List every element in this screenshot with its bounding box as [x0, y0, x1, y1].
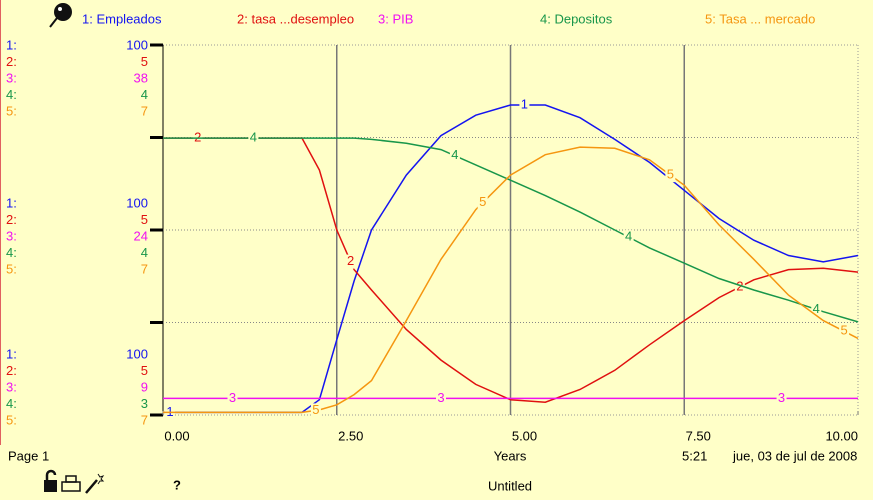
curve-label: 2: [347, 253, 354, 268]
scale-value: 100: [126, 195, 148, 210]
scale-value: 4: [141, 87, 148, 102]
x-tick-label: 10.00: [825, 428, 858, 443]
scale-key: 5:: [6, 261, 17, 276]
legend-entry: 1: Empleados: [82, 11, 162, 26]
x-axis-label: Years: [494, 448, 527, 463]
curve-label: 5: [312, 402, 319, 417]
scale-key: 5:: [6, 412, 17, 427]
legend-entry: 2: tasa ...desempleo: [237, 11, 354, 26]
x-tick-label: 0.00: [164, 428, 189, 443]
scale-value: 4: [141, 245, 148, 260]
curve-label-bg: [436, 391, 446, 406]
scale-key: 3:: [6, 70, 17, 85]
curve-label-bg: [345, 254, 356, 269]
legend-entry: 3: PIB: [378, 11, 413, 26]
scale-value: 7: [141, 261, 148, 276]
curve-label: 3: [778, 390, 785, 405]
scale-key: 2:: [6, 363, 17, 378]
scale-value: 5: [141, 212, 148, 227]
curve-label-bg: [227, 391, 238, 406]
curve-label-bg: [665, 168, 676, 183]
print-icon[interactable]: [61, 475, 81, 492]
time-label: 5:21: [682, 448, 707, 463]
curve-label-bg: [811, 302, 822, 317]
pin-icon[interactable]: [49, 3, 72, 28]
curve-label-bg: [477, 195, 488, 210]
curve-label: 3: [437, 390, 444, 405]
curve-label: 5: [479, 194, 486, 209]
curve-label: 2: [194, 130, 201, 145]
curve-label-bg: [310, 403, 321, 418]
curve-label-bg: [776, 391, 787, 406]
scale-key: 5:: [6, 103, 17, 118]
scale-key: 1:: [6, 346, 17, 361]
series-line: [163, 137, 859, 323]
help-icon[interactable]: ?: [173, 477, 181, 492]
curve-label: 4: [813, 301, 820, 316]
x-tick-label: 2.50: [338, 428, 363, 443]
scale-key: 4:: [6, 87, 17, 102]
curve-label-bg: [734, 279, 745, 294]
scale-key: 1:: [6, 195, 17, 210]
lock-icon[interactable]: [44, 469, 57, 492]
series-line: [163, 146, 859, 414]
curve-label: 5: [840, 323, 847, 338]
curve-label-bg: [248, 131, 259, 146]
wand-icon[interactable]: [85, 473, 105, 494]
scale-value: 3: [141, 396, 148, 411]
scale-key: 1:: [6, 37, 17, 52]
scale-key: 2:: [6, 212, 17, 227]
scale-value: 5: [141, 54, 148, 69]
curve-label: 4: [451, 147, 458, 162]
curve-label: 3: [229, 390, 236, 405]
scale-value: 9: [141, 379, 148, 394]
page-label: Page 1: [8, 448, 49, 463]
curve-label: 4: [250, 130, 257, 145]
scale-value: 7: [141, 103, 148, 118]
scale-key: 3:: [6, 379, 17, 394]
curve-label-bg: [519, 97, 530, 112]
scale-value: 7: [141, 412, 148, 427]
scale-value: 24: [134, 228, 148, 243]
scale-key: 4:: [6, 245, 17, 260]
legend-entry: 5: Tasa ... mercado: [705, 11, 815, 26]
curve-label-bg: [839, 324, 850, 339]
curve-label-bg: [623, 230, 634, 245]
legend-entry: 4: Depositos: [540, 11, 613, 26]
scale-value: 5: [141, 363, 148, 378]
x-tick-label: 5.00: [512, 428, 537, 443]
scale-value: 100: [126, 37, 148, 52]
curve-label-bg: [449, 148, 460, 163]
x-tick-label: 7.50: [686, 428, 711, 443]
scale-value: 100: [126, 346, 148, 361]
curve-label: 1: [521, 96, 528, 111]
scale-key: 3:: [6, 228, 17, 243]
window-title: Untitled: [488, 478, 532, 493]
date-label: jue, 03 de jul de 2008: [732, 448, 857, 463]
scale-value: 38: [134, 70, 148, 85]
curve-label: 5: [667, 167, 674, 182]
scale-key: 4:: [6, 396, 17, 411]
curve-label: 4: [625, 229, 632, 244]
curve-label: 1: [166, 404, 173, 419]
scale-key: 2:: [6, 54, 17, 69]
